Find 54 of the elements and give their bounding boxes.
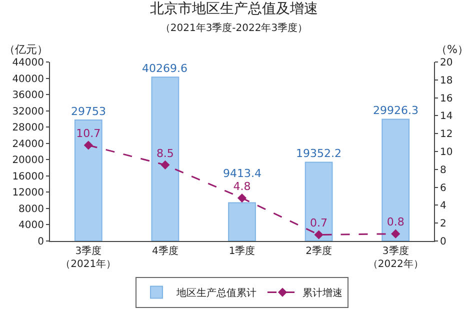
- bar: [74, 119, 102, 241]
- y-tick-label: 4000: [18, 220, 44, 232]
- y2-tick-label: 14: [440, 111, 453, 122]
- y-tick-label: 16000: [12, 171, 44, 182]
- y2-tick-label: 16: [440, 93, 453, 104]
- point: [314, 230, 324, 240]
- x-tick-label: 1季度: [228, 245, 256, 257]
- y2-tick-label: 12: [440, 129, 453, 140]
- y-tick-label: 24000: [12, 138, 44, 150]
- y2-tick-label: 20: [440, 58, 453, 68]
- chart-title: 北京市地区生产总值及增速: [150, 0, 318, 17]
- y2-tick-label: 10: [440, 147, 453, 158]
- y-tick-label: 32000: [12, 106, 44, 118]
- y-axis-title: （亿元）: [4, 43, 48, 56]
- data-label: 19352.2: [296, 147, 342, 160]
- y-tick-label: 20000: [12, 155, 44, 166]
- bar: [304, 162, 333, 241]
- y-tick-label: 0: [38, 236, 44, 248]
- point: [84, 140, 93, 150]
- x-tick-label: 3季度（2021年）: [60, 245, 116, 270]
- legend-label: 累计增速: [302, 287, 342, 300]
- y-tick-label: 12000: [12, 188, 44, 199]
- y2-tick-label: 8: [440, 164, 446, 176]
- data-label: 0.8: [386, 216, 404, 229]
- bar: [151, 76, 180, 241]
- chart-subtitle: （2021年3季度-2022年3季度）: [160, 22, 308, 34]
- x-tick-label: 4季度: [152, 245, 178, 257]
- x-tick-label: 3季度（2022年）: [368, 245, 424, 270]
- y2-tick-label: 0: [440, 236, 446, 248]
- data-label: 9413.4: [223, 167, 262, 180]
- point: [391, 229, 400, 238]
- point: [160, 160, 170, 170]
- y2-tick-label: 4: [440, 200, 446, 212]
- data-label: 4.8: [233, 180, 251, 193]
- point: [237, 193, 247, 203]
- data-label: 29753: [71, 105, 106, 118]
- bar: [382, 118, 410, 241]
- data-label: 29926.3: [373, 104, 418, 117]
- y-tick-label: 36000: [12, 90, 44, 102]
- y2-axis-title: （%）: [436, 43, 468, 56]
- data-label: 0.7: [310, 216, 328, 230]
- y2-tick-label: 6: [440, 182, 446, 194]
- bar: [228, 202, 256, 241]
- x-tick-label: 2季度: [306, 245, 332, 257]
- y2-tick-label: 2: [440, 218, 446, 230]
- data-label: 8.5: [156, 146, 174, 160]
- y2-tick-label: 18: [440, 75, 453, 86]
- y-tick-label: 8000: [18, 204, 44, 215]
- data-label: 10.7: [76, 127, 101, 140]
- legend-label: 地区生产总值累计: [176, 287, 256, 300]
- data-label: 40269.6: [142, 62, 188, 75]
- y-tick-label: 44000: [12, 58, 44, 68]
- y-tick-label: 40000: [12, 74, 44, 85]
- y-tick-label: 28000: [12, 122, 44, 134]
